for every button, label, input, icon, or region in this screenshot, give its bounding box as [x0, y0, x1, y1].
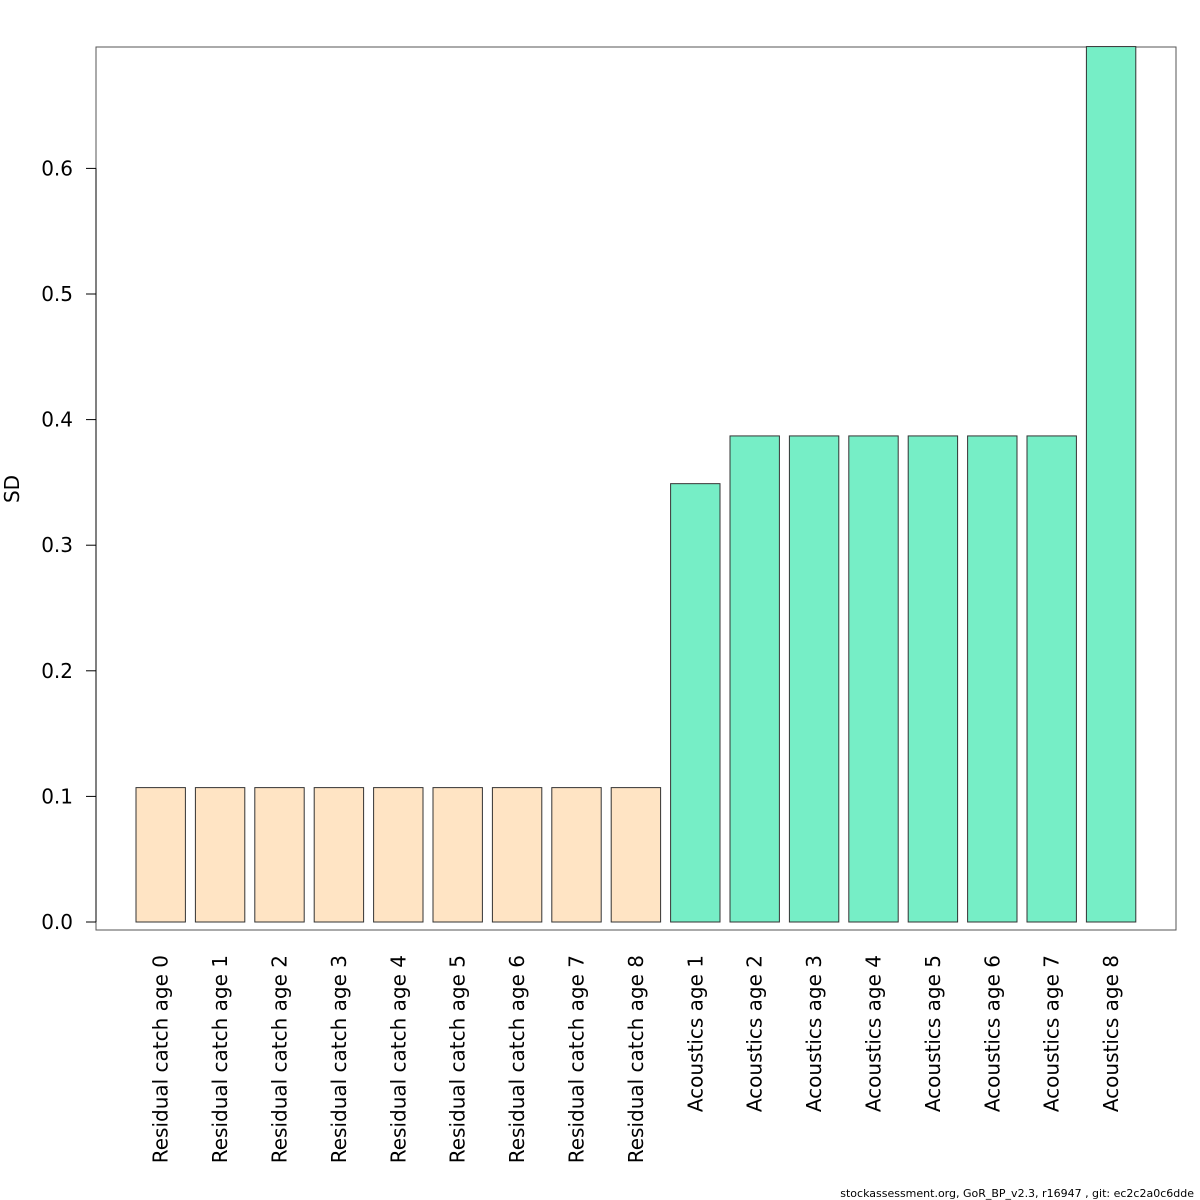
- bar-14: [907, 435, 959, 923]
- x-category-label: Residual catch age 1: [208, 955, 232, 1163]
- bar-4: [313, 787, 365, 923]
- bar-3: [254, 787, 305, 923]
- x-category-label: Acoustics age 1: [683, 955, 707, 1112]
- x-category-label: Acoustics age 6: [980, 955, 1004, 1112]
- y-tick-label: 0.5: [41, 282, 73, 306]
- x-category-label: Residual catch age 5: [446, 955, 470, 1163]
- x-category-label: Acoustics age 3: [802, 955, 826, 1112]
- bar-11: [729, 435, 780, 923]
- bar-15: [967, 435, 1018, 923]
- y-axis-label: SD: [0, 475, 24, 503]
- x-category-label: Acoustics age 4: [862, 955, 886, 1112]
- y-tick-label: 0.6: [41, 156, 73, 180]
- bar-2: [194, 787, 246, 923]
- bar-17: [1085, 46, 1137, 923]
- bar-1: [135, 787, 186, 923]
- x-category-label: Residual catch age 3: [327, 955, 351, 1163]
- x-category-label: Residual catch age 2: [268, 955, 292, 1163]
- x-axis-category-labels: Residual catch age 0 Residual catch age 1…: [149, 955, 1123, 1163]
- x-category-label: Acoustics age 7: [1040, 955, 1064, 1112]
- bar-10: [670, 483, 721, 923]
- bar-12: [788, 435, 840, 923]
- y-tick-label: 0.4: [41, 408, 73, 432]
- bar-13: [848, 435, 899, 923]
- y-tick-label: 0.2: [41, 659, 73, 683]
- y-tick-label: 0.0: [41, 910, 73, 934]
- x-category-label: Residual catch age 7: [565, 955, 589, 1163]
- bars-group: [135, 46, 1137, 923]
- bar-16: [1026, 435, 1077, 923]
- bar-7: [491, 787, 543, 923]
- footer-credit: stockassessment.org, GoR_BP_v2.3, r16947…: [840, 1187, 1194, 1200]
- bar-9: [610, 787, 662, 923]
- y-tick-label: 0.1: [41, 784, 73, 808]
- x-category-label: Residual catch age 6: [505, 955, 529, 1163]
- x-category-label: Acoustics age 8: [1099, 955, 1123, 1112]
- bar-8: [551, 787, 602, 923]
- x-category-label: Residual catch age 4: [386, 955, 410, 1163]
- bar-6: [432, 787, 483, 923]
- bar-5: [373, 787, 424, 923]
- y-tick-label: 0.3: [41, 533, 73, 557]
- x-category-label: Acoustics age 5: [921, 955, 945, 1112]
- y-axis: 0.0 0.1 0.2 0.3 0.4 0.5 0.6: [41, 156, 97, 934]
- x-category-label: Acoustics age 2: [743, 955, 767, 1112]
- x-category-label: Residual catch age 8: [624, 955, 648, 1163]
- x-category-label: Residual catch age 0: [149, 955, 173, 1163]
